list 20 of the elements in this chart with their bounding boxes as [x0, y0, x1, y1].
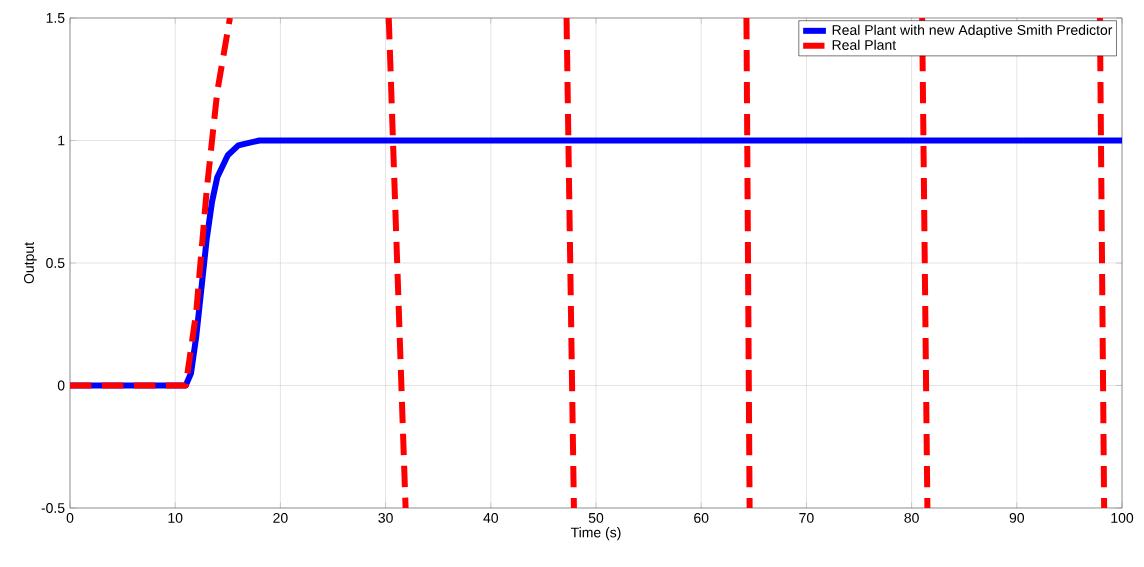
x-tick-label: 90 — [1009, 512, 1025, 523]
x-tick-label: 70 — [799, 512, 814, 523]
y-tick-label: 1.5 — [46, 13, 65, 23]
x-tick-label: 20 — [273, 512, 288, 523]
y-tick-label: 0.5 — [46, 258, 65, 268]
x-tick-label: 10 — [168, 512, 183, 523]
x-tick-label: 0 — [66, 512, 74, 523]
x-tick-label: 40 — [483, 512, 499, 523]
y-tick-label: 0 — [57, 380, 65, 391]
x-axis-title: Time (s) — [570, 527, 621, 541]
x-tick-label: 50 — [588, 512, 604, 523]
x-tick-label: 30 — [378, 512, 393, 523]
legend-label: Real Plant — [832, 39, 897, 50]
y-axis-title: Output — [24, 242, 37, 284]
x-tick-label: 80 — [904, 512, 919, 523]
y-tick-label: -0.5 — [41, 503, 65, 513]
x-tick-label: 60 — [694, 512, 709, 523]
x-tick-label: 100 — [1111, 512, 1134, 523]
legend-label: Real Plant with new Adaptive Smith Predictor — [832, 24, 1113, 38]
y-tick-label: 1 — [58, 135, 65, 146]
